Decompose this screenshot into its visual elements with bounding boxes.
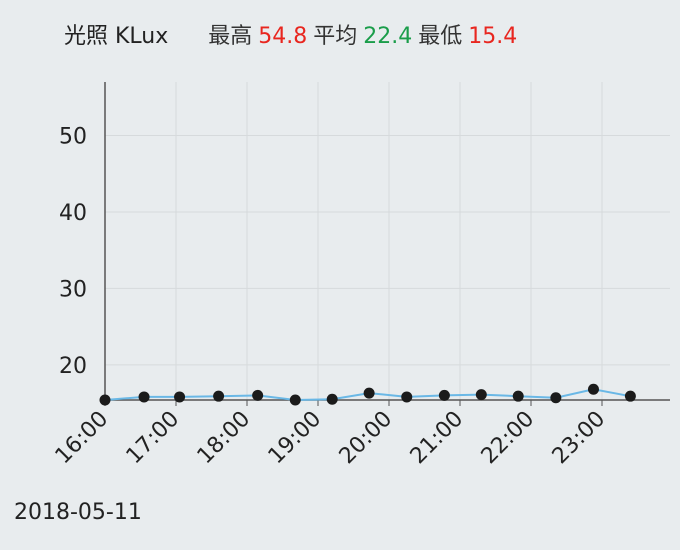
data-point xyxy=(326,393,338,405)
y-tick-label: 50 xyxy=(59,125,87,150)
data-point xyxy=(475,389,487,401)
x-tick-label: 16:00 xyxy=(51,407,114,470)
data-point xyxy=(550,392,562,404)
avg-value: 22.4 xyxy=(363,24,413,49)
max-value: 54.8 xyxy=(258,24,308,49)
x-tick-label: 20:00 xyxy=(335,407,398,470)
x-tick-label: 17:00 xyxy=(122,407,185,470)
chart-title: 光照 KLux xyxy=(64,24,169,49)
date-label: 2018-05-11 xyxy=(14,500,142,525)
y-tick-label: 20 xyxy=(59,354,87,379)
y-tick-label: 40 xyxy=(59,201,87,226)
data-point xyxy=(138,391,150,403)
max-label: 最高 xyxy=(208,24,253,49)
data-point xyxy=(213,390,225,402)
data-point xyxy=(512,390,524,402)
data-point xyxy=(624,390,636,402)
x-tick-label: 21:00 xyxy=(406,407,469,470)
data-point xyxy=(401,391,413,403)
data-point xyxy=(587,383,599,395)
data-point xyxy=(174,391,186,403)
x-tick-label: 23:00 xyxy=(548,407,611,470)
data-point xyxy=(252,389,264,401)
x-tick-label: 22:00 xyxy=(477,407,540,470)
min-label: 最低 xyxy=(418,24,463,49)
data-point xyxy=(289,394,301,406)
data-point xyxy=(438,389,450,401)
x-tick-label: 18:00 xyxy=(193,407,256,470)
min-value: 15.4 xyxy=(468,24,518,49)
chart-header: 光照 KLux 最高 54.8 平均 22.4 最低 15.4 xyxy=(64,18,523,50)
x-tick-label: 19:00 xyxy=(264,407,327,470)
y-tick-label: 30 xyxy=(59,277,87,302)
avg-label: 平均 xyxy=(313,24,358,49)
data-point xyxy=(363,387,375,399)
data-point xyxy=(99,394,111,406)
